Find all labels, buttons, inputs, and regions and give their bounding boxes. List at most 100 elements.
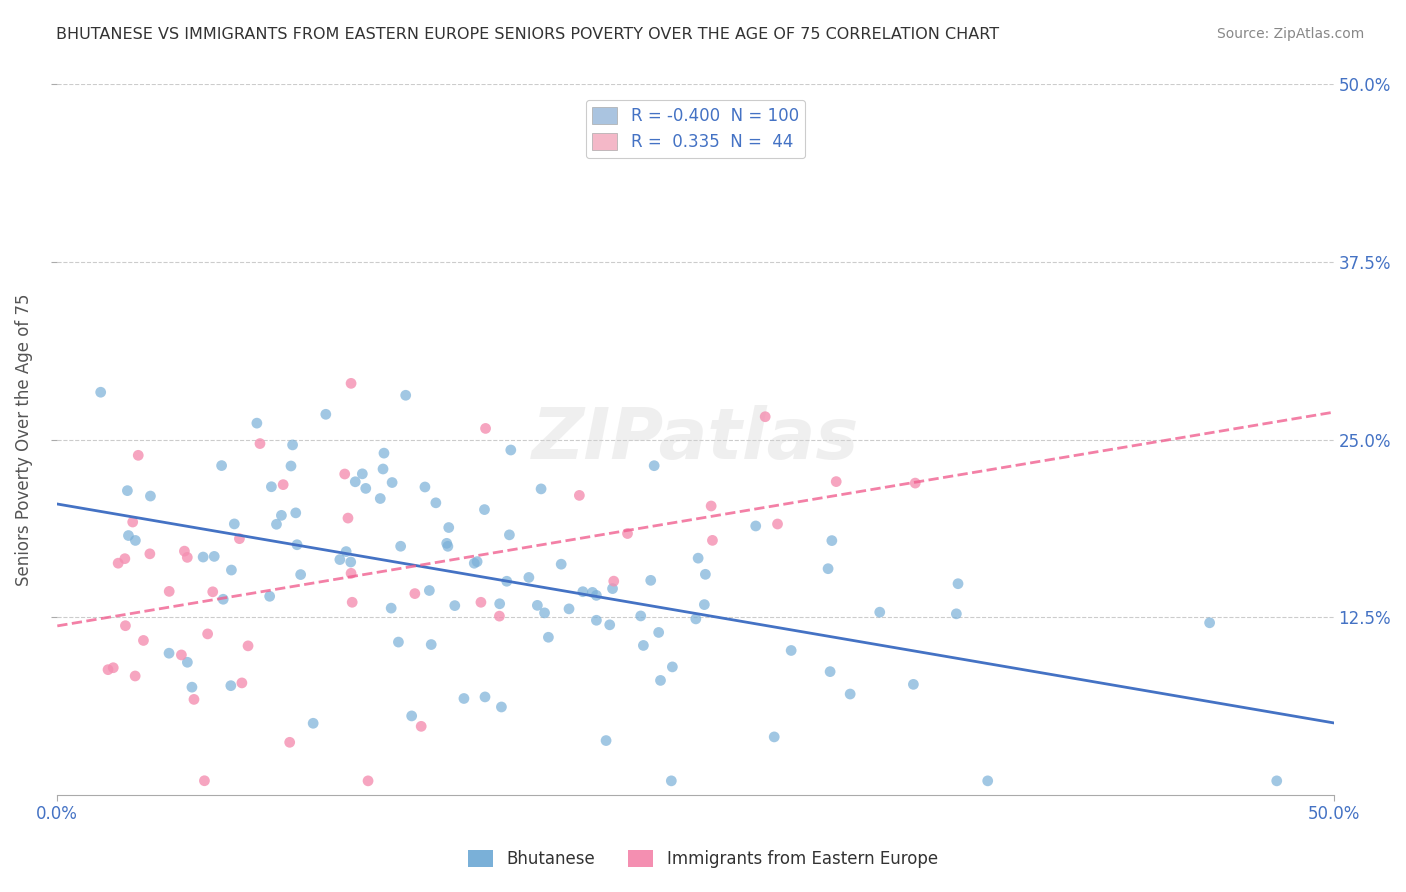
Point: [211, 458, 233, 473]
Point: [124, 533, 146, 548]
Point: [550, 558, 572, 572]
Point: [530, 482, 553, 496]
Point: [284, 506, 307, 520]
Point: [285, 538, 308, 552]
Point: [90, 385, 112, 400]
Point: [197, 627, 219, 641]
Point: [603, 574, 626, 589]
Point: [945, 607, 967, 621]
Point: [340, 376, 363, 391]
Point: [643, 458, 665, 473]
Point: [139, 547, 162, 561]
Point: [839, 687, 862, 701]
Point: [585, 588, 607, 602]
Point: [219, 679, 242, 693]
Point: [436, 536, 458, 550]
Point: [465, 555, 488, 569]
Point: [474, 502, 496, 516]
Point: [630, 609, 652, 624]
Point: [236, 639, 259, 653]
Text: Source: ZipAtlas.com: Source: ZipAtlas.com: [1216, 27, 1364, 41]
Point: [201, 584, 224, 599]
Point: [659, 773, 682, 788]
Point: [474, 421, 496, 435]
Y-axis label: Seniors Poverty Over the Age of 75: Seniors Poverty Over the Age of 75: [15, 293, 32, 586]
Point: [498, 528, 520, 542]
Point: [616, 526, 638, 541]
Point: [228, 532, 250, 546]
Point: [333, 467, 356, 481]
Point: [221, 563, 243, 577]
Point: [302, 716, 325, 731]
Point: [339, 555, 361, 569]
Point: [124, 669, 146, 683]
Point: [780, 643, 803, 657]
Point: [661, 660, 683, 674]
Point: [488, 609, 510, 624]
Point: [202, 549, 225, 564]
Point: [946, 576, 969, 591]
Point: [491, 700, 513, 714]
Point: [437, 539, 460, 553]
Point: [368, 491, 391, 506]
Point: [904, 476, 927, 491]
Point: [266, 517, 288, 532]
Point: [825, 475, 848, 489]
Point: [688, 551, 710, 566]
Point: [453, 691, 475, 706]
Point: [132, 633, 155, 648]
Point: [647, 625, 669, 640]
Point: [117, 483, 139, 498]
Point: [869, 605, 891, 619]
Point: [97, 663, 120, 677]
Point: [572, 584, 595, 599]
Point: [103, 661, 125, 675]
Point: [517, 570, 540, 584]
Point: [418, 583, 440, 598]
Point: [425, 496, 447, 510]
Point: [1198, 615, 1220, 630]
Point: [595, 733, 617, 747]
Point: [903, 677, 925, 691]
Point: [381, 475, 404, 490]
Point: [395, 388, 418, 402]
Point: [280, 458, 302, 473]
Point: [170, 648, 193, 662]
Point: [488, 597, 510, 611]
Point: [766, 516, 789, 531]
Point: [193, 773, 215, 788]
Point: [352, 467, 374, 481]
Point: [281, 438, 304, 452]
Point: [702, 533, 724, 548]
Point: [231, 676, 253, 690]
Point: [633, 639, 655, 653]
Point: [411, 719, 433, 733]
Point: [114, 618, 136, 632]
Point: [420, 638, 443, 652]
Point: [271, 477, 294, 491]
Point: [821, 533, 844, 548]
Point: [585, 613, 607, 627]
Point: [114, 551, 136, 566]
Point: [380, 601, 402, 615]
Point: [371, 462, 394, 476]
Point: [474, 690, 496, 704]
Point: [413, 480, 436, 494]
Point: [387, 635, 409, 649]
Point: [107, 556, 129, 570]
Point: [176, 550, 198, 565]
Point: [340, 595, 363, 609]
Point: [581, 585, 603, 599]
Point: [127, 448, 149, 462]
Point: [336, 511, 359, 525]
Point: [818, 665, 841, 679]
Point: [181, 680, 204, 694]
Point: [224, 516, 246, 531]
Point: [526, 599, 548, 613]
Point: [495, 574, 517, 589]
Point: [693, 598, 716, 612]
Point: [121, 515, 143, 529]
Point: [558, 602, 581, 616]
Point: [329, 552, 352, 566]
Legend: R = -0.400  N = 100, R =  0.335  N =  44: R = -0.400 N = 100, R = 0.335 N = 44: [585, 100, 806, 158]
